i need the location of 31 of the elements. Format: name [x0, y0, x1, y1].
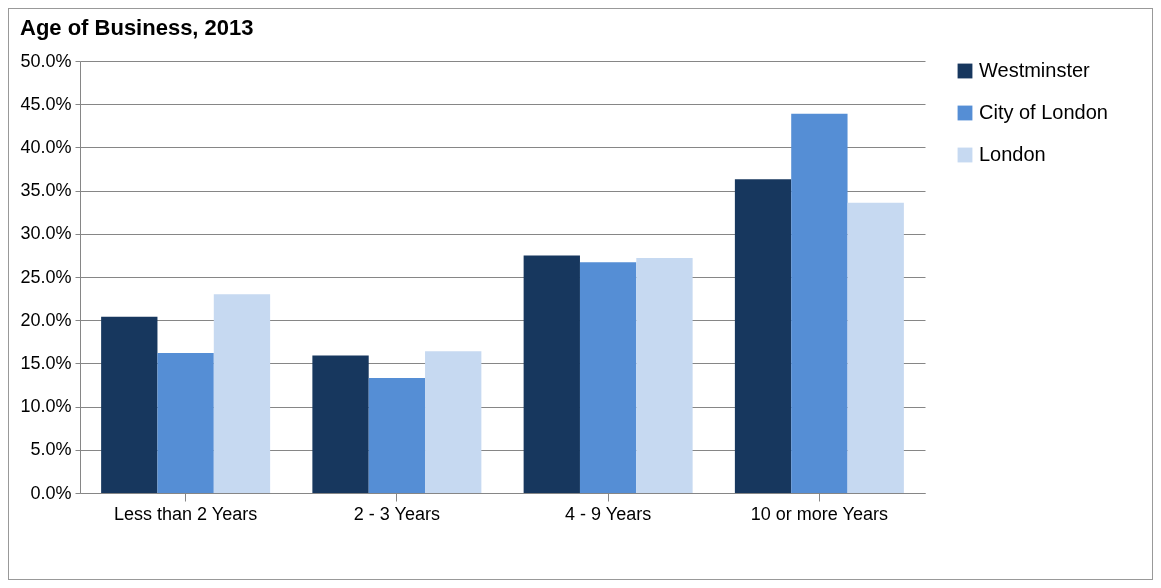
y-tick-label: 15.0% [20, 352, 72, 373]
x-tick-label: 4 - 9 Years [565, 503, 652, 524]
y-tick-label: 45.0% [20, 93, 72, 114]
y-tick-label: 5.0% [30, 439, 72, 460]
bar [579, 262, 637, 493]
y-tick-label: 25.0% [20, 266, 72, 287]
bar [368, 378, 426, 493]
y-tick-label: 35.0% [20, 180, 72, 201]
y-tick-label: 0.0% [30, 482, 72, 503]
bar [791, 113, 848, 493]
bar [425, 351, 482, 493]
chart-title: Age of Business, 2013 [20, 15, 254, 40]
y-tick-label: 20.0% [20, 309, 72, 330]
legend-label: City of London [979, 101, 1108, 123]
bar [734, 179, 792, 493]
bar [101, 316, 158, 493]
bar [157, 353, 214, 493]
bar [213, 294, 271, 493]
bar [636, 257, 693, 493]
bar [523, 255, 580, 493]
bar [312, 355, 369, 493]
x-tick-label: Less than 2 Years [114, 503, 258, 524]
x-tick-label: 10 or more Years [750, 503, 888, 524]
legend-label: London [979, 143, 1046, 165]
legend-label: Westminster [979, 59, 1091, 81]
y-tick-label: 50.0% [20, 50, 72, 71]
x-tick-label: 2 - 3 Years [353, 503, 440, 524]
y-tick-label: 30.0% [20, 223, 72, 244]
bar [847, 202, 904, 493]
y-tick-label: 10.0% [20, 396, 72, 417]
y-tick-label: 40.0% [20, 136, 72, 157]
